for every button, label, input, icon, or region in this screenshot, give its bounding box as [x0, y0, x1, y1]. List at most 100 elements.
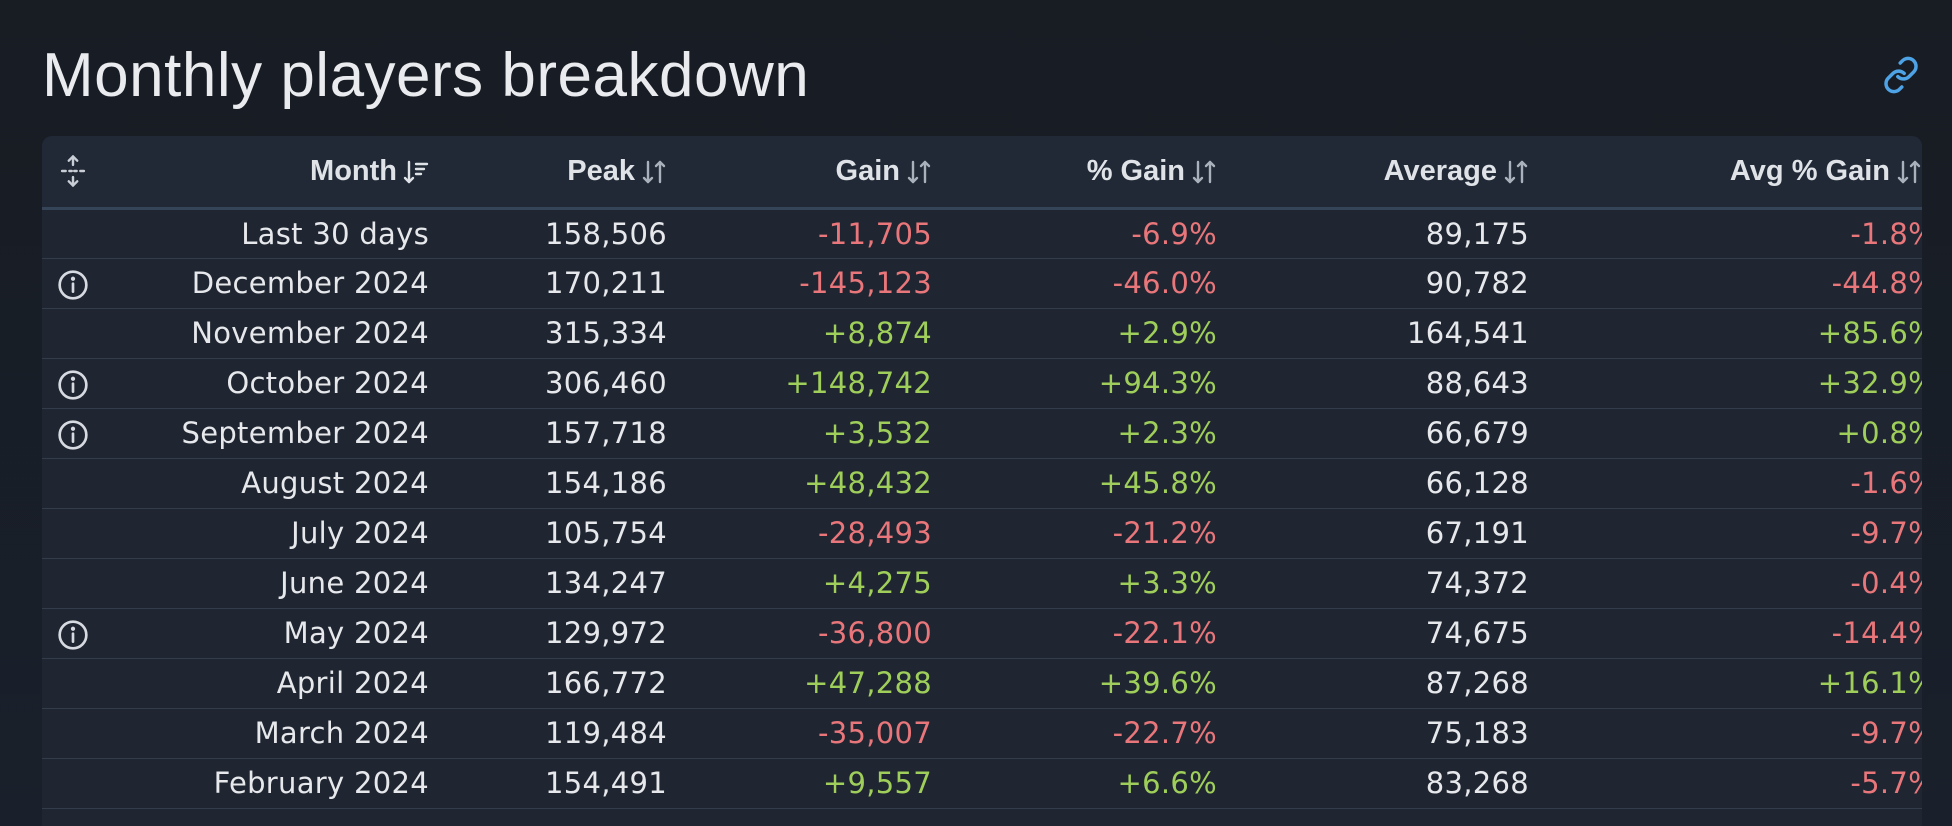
cell-percent-gain: -21.2% [1112, 516, 1217, 550]
cell-peak: 158,506 [544, 216, 667, 251]
cell-gain: -11,705 [817, 216, 932, 251]
cell-average: 90,782 [1425, 266, 1529, 300]
sort-icon [907, 160, 931, 184]
cell-percent-gain: +94.3% [1098, 366, 1217, 400]
row-info-cell [42, 558, 104, 608]
column-header-gain-label: Gain [835, 154, 900, 187]
cell-percent-gain: -46.0% [1112, 266, 1217, 300]
cell-avg-percent-gain: +0.8% [1836, 416, 1922, 450]
cell-percent-gain: +3.3% [1117, 566, 1217, 600]
info-icon[interactable] [57, 619, 89, 651]
info-icon[interactable] [57, 269, 89, 301]
cell-month: March 2024 [254, 716, 429, 750]
cell-percent-gain: +6.6% [1117, 766, 1217, 800]
cell-avg-percent-gain: -9.7% [1850, 716, 1922, 750]
column-header-month-label: Month [310, 154, 397, 187]
cell-gain: +148,742 [785, 366, 932, 400]
cell-percent-gain: -6.9% [1131, 216, 1217, 251]
players-table: Month Peak Gain % Gain Average [42, 136, 1922, 809]
sort-descending-icon [403, 160, 429, 184]
cell-average: 66,679 [1425, 416, 1529, 450]
cell-avg-percent-gain: -14.4% [1831, 616, 1922, 650]
cell-avg-percent-gain: -5.7% [1850, 766, 1922, 800]
cell-month: August 2024 [241, 466, 429, 500]
cell-avg-percent-gain: -1.6% [1850, 466, 1922, 500]
cell-month: June 2024 [280, 566, 429, 600]
table-body: Last 30 days 158,506 -11,705 -6.9% 89,175 -1.… [42, 208, 1922, 808]
column-header-avg-percent-gain[interactable]: Avg % Gain [1529, 136, 1922, 208]
row-info-cell [42, 508, 104, 558]
cell-peak: 306,460 [544, 366, 667, 400]
table-row: February 2024 154,491 +9,557 +6.6% 83,268 -5.… [42, 758, 1922, 808]
cell-average: 74,675 [1425, 616, 1529, 650]
cell-percent-gain: +2.3% [1117, 416, 1217, 450]
cell-avg-percent-gain: -44.8% [1831, 266, 1922, 300]
expand-rows-icon[interactable] [58, 154, 88, 188]
row-info-cell [42, 658, 104, 708]
info-icon[interactable] [57, 419, 89, 451]
cell-gain: +3,532 [822, 416, 932, 450]
cell-month: May 2024 [283, 616, 429, 650]
cell-average: 83,268 [1425, 766, 1529, 800]
cell-avg-percent-gain: -1.8% [1850, 216, 1922, 251]
row-info-cell [42, 708, 104, 758]
cell-month: October 2024 [226, 366, 429, 400]
column-header-peak[interactable]: Peak [429, 136, 667, 208]
cell-gain: -28,493 [817, 516, 932, 550]
cell-month: December 2024 [191, 266, 429, 300]
table-row: November 2024 315,334 +8,874 +2.9% 164,541 +8… [42, 308, 1922, 358]
table-row: October 2024 306,460 +148,742 +94.3% 88,643 +… [42, 358, 1922, 408]
cell-gain: -145,123 [799, 266, 932, 300]
column-header-percent-gain[interactable]: % Gain [932, 136, 1217, 208]
cell-gain: +9,557 [822, 766, 932, 800]
table-row: December 2024 170,211 -145,123 -46.0% 90,782… [42, 258, 1922, 308]
table-row: Last 30 days 158,506 -11,705 -6.9% 89,175 -1.… [42, 208, 1922, 258]
cell-avg-percent-gain: +16.1% [1817, 666, 1922, 700]
cell-average: 88,643 [1425, 366, 1529, 400]
cell-gain: -35,007 [817, 716, 932, 750]
cell-average: 66,128 [1425, 466, 1529, 500]
column-header-peak-label: Peak [567, 154, 635, 187]
column-header-average-label: Average [1383, 154, 1497, 187]
cell-peak: 170,211 [544, 266, 667, 300]
column-header-average[interactable]: Average [1217, 136, 1529, 208]
cell-month: September 2024 [181, 416, 429, 450]
cell-gain: +47,288 [804, 666, 932, 700]
cell-month: Last 30 days [241, 216, 429, 251]
cell-gain: +48,432 [804, 466, 932, 500]
table-row: March 2024 119,484 -35,007 -22.7% 75,183 -9.7… [42, 708, 1922, 758]
row-info-cell [42, 758, 104, 808]
table-row: June 2024 134,247 +4,275 +3.3% 74,372 -0.4% [42, 558, 1922, 608]
cell-peak: 129,972 [544, 616, 667, 650]
cell-avg-percent-gain: +32.9% [1817, 366, 1922, 400]
link-icon[interactable] [1882, 56, 1920, 94]
row-info-cell[interactable] [42, 358, 104, 408]
column-header-avg-percent-gain-label: Avg % Gain [1729, 154, 1890, 187]
page-title: Monthly players breakdown [42, 41, 810, 110]
column-header-month[interactable]: Month [104, 136, 429, 208]
row-info-cell[interactable] [42, 408, 104, 458]
row-info-cell[interactable] [42, 608, 104, 658]
row-info-cell [42, 308, 104, 358]
players-table-container: Month Peak Gain % Gain Average [42, 136, 1922, 826]
row-info-cell[interactable] [42, 258, 104, 308]
sort-icon [1897, 160, 1921, 184]
cell-average: 74,372 [1425, 566, 1529, 600]
row-info-cell [42, 208, 104, 258]
expand-column-header[interactable] [42, 136, 104, 208]
cell-month: November 2024 [191, 316, 429, 350]
cell-average: 164,541 [1406, 316, 1529, 350]
sort-icon [642, 160, 666, 184]
cell-peak: 315,334 [544, 316, 667, 350]
cell-peak: 154,491 [544, 766, 667, 800]
cell-gain: +4,275 [822, 566, 932, 600]
cell-percent-gain: -22.1% [1112, 616, 1217, 650]
column-header-percent-gain-label: % Gain [1086, 154, 1185, 187]
info-icon[interactable] [57, 369, 89, 401]
column-header-gain[interactable]: Gain [667, 136, 932, 208]
cell-month: July 2024 [291, 516, 429, 550]
cell-percent-gain: +2.9% [1117, 316, 1217, 350]
table-row: May 2024 129,972 -36,800 -22.1% 74,675 -14.4% [42, 608, 1922, 658]
cell-peak: 105,754 [544, 516, 667, 550]
